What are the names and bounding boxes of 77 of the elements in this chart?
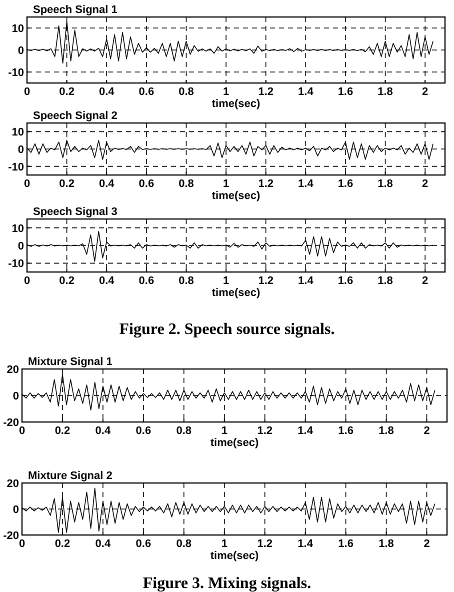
y-tick-label: -10 [8,161,24,174]
x-tick-label: 1.4 [298,178,314,190]
y-tick-label: -20 [3,417,19,429]
chart-title: Mixture Signal 1 [28,356,112,368]
y-tick-label: -10 [8,67,24,79]
x-tick-label: 1.2 [257,538,273,550]
x-tick-label: 0.4 [98,86,116,98]
chart-title: Speech Signal 1 [33,4,118,16]
x-axis-title: time(sec) [210,437,259,449]
x-tick-label: 0.2 [54,425,70,437]
x-tick-label: 1.4 [298,425,314,437]
x-tick-label: 1.2 [258,275,274,287]
y-tick-label: 10 [12,222,24,235]
x-axis-title: time(sec) [212,287,260,299]
x-tick-label: 1.6 [338,425,354,437]
x-tick-label: 0.8 [176,538,192,550]
x-tick-label: 1.8 [378,178,393,190]
x-tick-label: 1.2 [258,86,274,98]
x-tick-label: 1.6 [338,178,354,190]
x-tick-label: 1.6 [338,86,354,98]
x-tick-label: 1.4 [298,275,314,287]
x-tick-label: 0.6 [138,178,154,190]
x-axis-title: time(sec) [212,190,260,202]
x-tick-label: 2 [424,538,430,550]
x-tick-label: 0.6 [136,425,152,437]
x-tick-label: 1 [222,86,230,98]
x-tick-label: 2 [422,86,428,98]
x-tick-label: 1 [222,178,230,190]
x-tick-label: 0.6 [138,275,154,287]
x-tick-label: 1.6 [338,538,354,550]
y-tick-label: 20 [6,364,19,376]
x-tick-label: 0.6 [136,538,152,550]
x-tick-label: 0.8 [176,425,192,437]
caption: Figure 2. Speech source signals. [119,321,335,338]
x-tick-label: 0.2 [59,178,74,190]
x-tick-label: 0.8 [178,178,194,190]
x-tick-label: 1.8 [378,86,393,98]
y-tick-label: 0 [18,240,24,252]
y-tick-label: 0 [12,390,19,402]
y-tick-label: 0 [12,504,19,516]
x-tick-label: 2 [424,425,430,437]
y-tick-label: -10 [8,258,24,270]
x-tick-label: 0.8 [178,275,194,287]
x-tick-label: 0.2 [59,275,74,287]
x-tick-label: 0.6 [138,86,154,98]
x-tick-label: 1 [222,275,230,287]
x-tick-label: 1.2 [258,178,274,190]
x-tick-label: 1.2 [257,425,273,437]
x-tick-label: 0.4 [98,178,116,190]
chart-title: Mixture Signal 2 [28,470,112,482]
y-tick-label: -20 [3,530,19,542]
x-tick-label: 1.8 [378,538,394,550]
x-tick-label: 1.8 [378,425,394,437]
x-tick-label: 1 [221,538,228,550]
x-tick-label: 1.8 [378,275,393,287]
y-tick-label: 0 [18,144,24,156]
caption: Figure 3. Mixing signals. [142,575,312,592]
x-axis-title: time(sec) [212,98,260,110]
x-tick-label: 1.4 [298,86,314,98]
y-tick-label: 20 [6,478,19,490]
y-tick-label: 0 [18,45,24,57]
chart-title: Speech Signal 2 [33,110,118,122]
chart-title: Speech Signal 3 [33,206,118,218]
x-tick-label: 1.4 [298,538,314,550]
x-tick-label: 1 [221,425,228,437]
x-tick-label: 0.4 [95,425,112,437]
x-tick-label: 0.2 [54,538,70,550]
x-axis-title: time(sec) [210,550,259,562]
x-tick-label: 1.6 [338,275,354,287]
x-tick-label: 0.2 [59,86,74,98]
y-tick-label: 10 [12,126,24,139]
x-tick-label: 0.8 [178,86,194,98]
x-tick-label: 2 [422,275,428,287]
x-tick-label: 2 [422,178,428,190]
y-tick-label: 10 [12,23,24,35]
x-tick-label: 0.4 [98,275,116,287]
x-tick-label: 0.4 [95,538,112,550]
